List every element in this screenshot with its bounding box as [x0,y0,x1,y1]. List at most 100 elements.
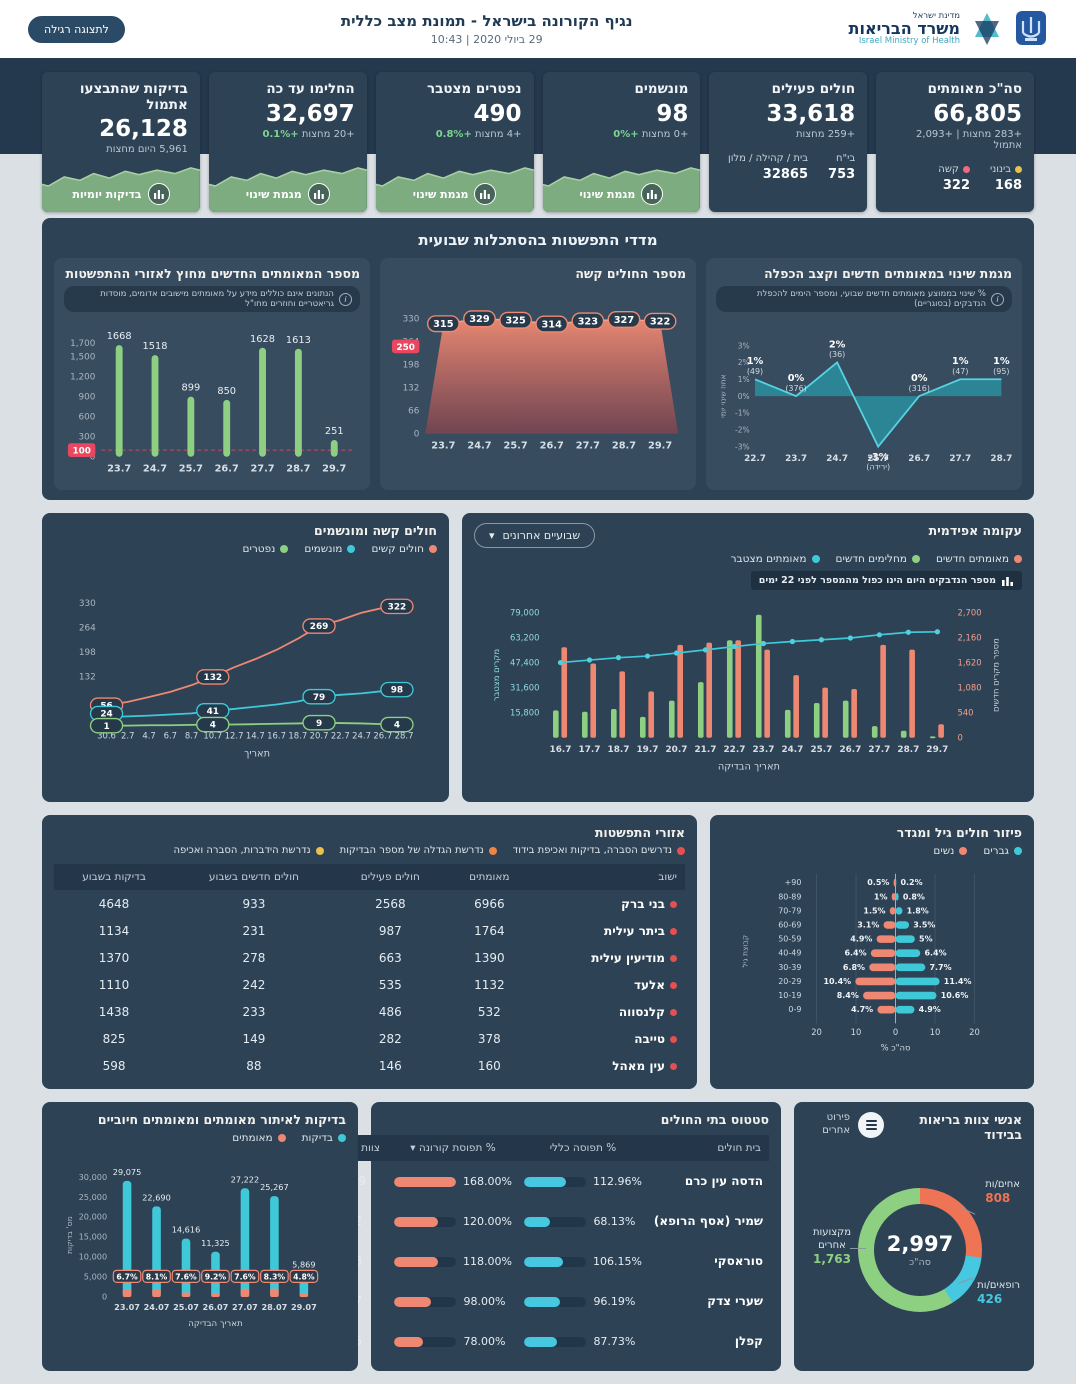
women-bar [889,907,896,915]
occupancy-bar [524,1336,587,1347]
legend-dot [429,545,437,553]
point-sublabel: (316) [909,384,930,393]
occupancy: 78.00% [394,1335,511,1348]
value-cell: 1134 [98,923,130,938]
value-pill [380,681,414,698]
bar-chart-icon [307,183,330,205]
recovered-bar [639,716,646,738]
trend-line [754,361,1002,449]
column-header: חולים פעילים [333,864,447,890]
sparkline-line [42,167,200,187]
legend-item: בדיקות [302,1132,346,1144]
bar [330,439,338,457]
city-name: מודיעין עילית [591,950,665,965]
kpi-title: מונשמים [634,81,689,97]
bar-value: 1613 [286,335,311,346]
value-pill [380,716,414,733]
table-row: בני ברק 6966 2568 933 4648 [54,890,685,917]
chart-title: עקומה אפידמית [928,523,1022,538]
occupancy-bar [524,1216,587,1227]
kpi-stat: בי"ח 753 [828,153,855,182]
logo-state: מדינת ישראל [912,10,960,21]
general-occupancy-cell: 96.19% [518,1281,648,1321]
x-tick: 25.7 [867,454,889,464]
legend-item: נדרשת הידברות, הסברה ואכיפה [174,845,324,856]
y-tick: 30,000 [79,1172,108,1182]
bar [151,355,159,457]
occupancy-bar-fill [523,1176,566,1187]
value-cell: 825 [102,1031,126,1046]
legend-dot [315,846,324,855]
y-tick: 132 [403,384,420,394]
occupancy-bar-fill [394,1176,457,1187]
value-cell: 1110 [98,977,130,992]
city-cell: טייבה [532,1025,685,1052]
legend-item: נדרשים הסברה, בדיקות ואכיפת בידוד [513,845,685,856]
confirmed-bar [764,649,770,738]
men-label: 4.9% [919,1005,941,1014]
age-group-label: 80-89 [778,892,801,901]
y-tick: 600 [79,413,96,423]
men-bar [895,892,899,901]
kpi-subtext: +4 מחצות +0.8% [388,129,522,140]
point-label: 1% [747,356,764,367]
y-tick: 300 [79,433,96,443]
sortable-column-header[interactable]: % תפוסת קורונה ▾ [388,1135,518,1161]
legend-label: חולים קשים [371,543,424,555]
value-label: 327 [614,315,635,326]
callout-label: רופאים/ות [977,1280,1020,1292]
legend-label: בדיקות [301,1132,333,1144]
info-icon[interactable]: i [991,292,1004,306]
x-tick: 27.7 [868,745,890,755]
value-pill [89,717,124,734]
x-tick: 28.7 [286,463,310,474]
pct-label: 8.1% [146,1272,168,1281]
x-tick: 28.7 [612,440,636,451]
value-cell: 933 [242,896,266,911]
x-tick: 23.7 [431,440,455,451]
confirmed-bar [677,644,684,738]
value-label: 314 [541,319,562,330]
legend-dot [488,846,497,855]
occupancy: 120.00% [394,1215,512,1228]
legend-dot [811,555,820,563]
age-group-label: 10-19 [778,991,801,1000]
trend-button[interactable]: מגמת שינוי [376,182,534,206]
recovered-bar [697,682,704,738]
point-label: 1% [952,356,969,367]
top-header: מדינת ישראל משרד הבריאות Israel Ministry… [0,0,1076,58]
women-label: 6.8% [843,963,865,972]
info-icon[interactable]: i [339,292,352,306]
trend-button[interactable]: מגמת שינוי [543,182,701,206]
column-header: מאומתים [446,864,532,890]
legend-item: גברים [983,845,1022,857]
men-bar [895,977,940,986]
tests-legend: בדיקות מאומתים [54,1132,346,1144]
kpi-stat-columns: בינוני 168 קשה 322 [888,164,1022,193]
table-row: עין מאהל 160 146 88 598 [54,1052,685,1079]
occupancy-bar-fill [394,1216,439,1227]
trend-button[interactable]: בדיקות יומיות [42,182,200,206]
kpi-stat-value: 168 [994,177,1022,193]
value-label: 329 [469,314,490,325]
value-cell: 149 [242,1031,266,1046]
women-bar [893,878,896,887]
severe-patients-chartbox: מספר החולים קשה 33026419813266025031523.… [380,258,696,490]
women-bar [891,892,896,901]
normal-view-button[interactable]: לתצוגה רגילה [28,15,125,43]
value-label: 322 [650,317,670,328]
x-tick: 24.07 [144,1302,170,1312]
trend-button[interactable]: מגמת שינוי [209,182,367,206]
sparkline-area [542,167,701,212]
kpi-stat-value: 32865 [762,166,809,182]
y-axis-label: מס' בדיקות [65,1216,74,1254]
men-label: 5% [919,935,933,944]
severe-patients-chart: 33026419813266025031523.732924.732525.73… [391,310,679,451]
age-group-label: 70-79 [778,906,801,915]
value-cell: 1370 [98,950,130,965]
period-dropdown[interactable]: שבועיים אחרונים ▾ [474,523,596,548]
page-title: נגיף הקורונה בישראל - תמונת מצב כללית [340,12,633,30]
city-cell: קלנסווה [532,998,685,1025]
details-menu-button[interactable] [858,1112,884,1138]
